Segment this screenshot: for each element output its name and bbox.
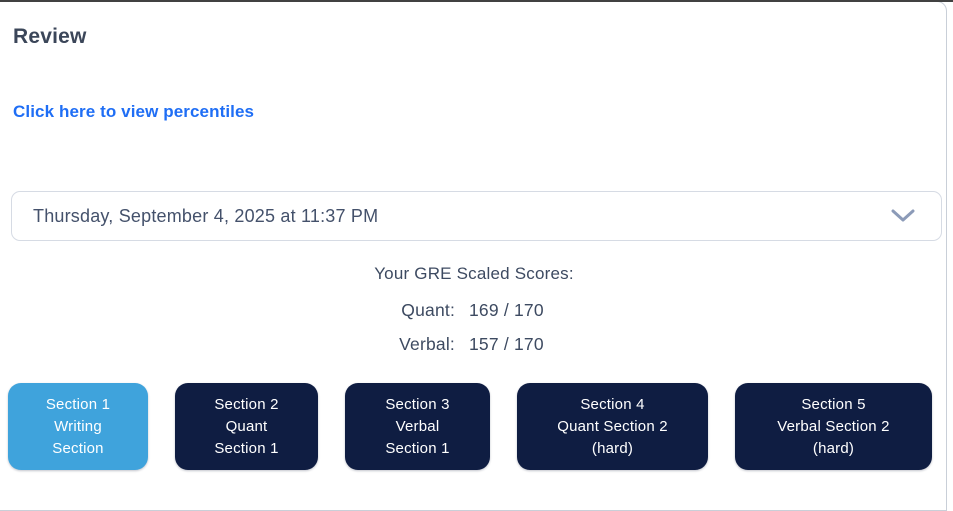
top-edge-divider	[0, 0, 953, 2]
score-label: Verbal:	[399, 334, 455, 354]
score-value: 169 / 170	[469, 300, 544, 320]
section-button-line: Section 1	[214, 439, 279, 457]
attempt-dropdown[interactable]: Thursday, September 4, 2025 at 11:37 PM	[11, 191, 942, 241]
section-button-line: Section	[52, 439, 104, 457]
section-button-line: (hard)	[812, 439, 855, 457]
section-button-3[interactable]: Section 3 Verbal Section 1	[345, 383, 490, 470]
section-button-line: Section 4	[580, 395, 645, 413]
section-button-line: Section 1	[385, 439, 450, 457]
scores-heading: Your GRE Scaled Scores:	[374, 264, 574, 283]
section-buttons-row: Section 1 Writing Section Section 2 Quan…	[8, 383, 932, 470]
section-button-line: Section 3	[385, 395, 450, 413]
section-button-line: Section 1	[45, 395, 111, 413]
section-button-line: (hard)	[591, 439, 634, 457]
attempt-dropdown-value: Thursday, September 4, 2025 at 11:37 PM	[33, 205, 379, 226]
section-button-4[interactable]: Section 4 Quant Section 2 (hard)	[517, 383, 708, 470]
section-button-line: Verbal	[395, 417, 440, 435]
score-label: Quant:	[401, 300, 455, 320]
section-button-line: Quant Section 2	[557, 417, 668, 435]
section-button-1[interactable]: Section 1 Writing Section	[8, 383, 148, 470]
section-button-line: Writing	[54, 417, 102, 435]
scores-block: Your GRE Scaled Scores: Quant: 169 / 170…	[0, 264, 948, 368]
chevron-down-icon	[891, 209, 915, 223]
score-row-verbal: Verbal: 157 / 170	[0, 334, 948, 355]
score-row-quant: Quant: 169 / 170	[0, 300, 948, 321]
section-button-line: Section 2	[214, 395, 279, 413]
section-button-2[interactable]: Section 2 Quant Section 1	[175, 383, 318, 470]
page-title: Review	[13, 25, 87, 48]
section-button-line: Section 5	[801, 395, 866, 413]
section-button-5[interactable]: Section 5 Verbal Section 2 (hard)	[735, 383, 932, 470]
section-button-line: Verbal Section 2	[777, 417, 890, 435]
percentiles-link[interactable]: Click here to view percentiles	[13, 102, 255, 121]
section-button-line: Quant	[225, 417, 268, 435]
score-value: 157 / 170	[469, 334, 544, 354]
